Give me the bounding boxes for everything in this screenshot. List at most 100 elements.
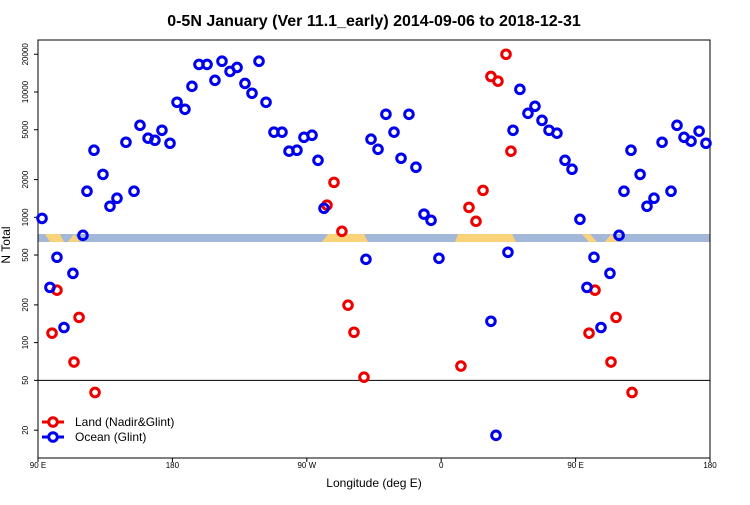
point — [492, 75, 504, 87]
point — [505, 145, 517, 157]
point — [328, 176, 340, 189]
point — [685, 135, 697, 147]
point — [559, 154, 571, 167]
point — [410, 161, 422, 174]
band-patch — [322, 234, 368, 242]
point — [239, 77, 251, 90]
point — [68, 356, 80, 368]
point — [604, 267, 616, 280]
point — [625, 144, 637, 157]
point — [104, 200, 116, 213]
point — [348, 326, 360, 339]
point — [149, 134, 161, 147]
point — [201, 58, 213, 71]
legend-marker — [47, 416, 59, 428]
point — [634, 168, 646, 181]
point — [276, 126, 288, 138]
band-patch — [45, 234, 64, 242]
band-patch — [582, 234, 597, 242]
point — [67, 267, 79, 280]
point — [595, 321, 607, 334]
point — [626, 386, 638, 399]
point — [360, 253, 372, 266]
x-tick-label: 0 — [439, 461, 444, 470]
point — [490, 429, 502, 442]
band-patch — [68, 234, 80, 242]
point — [46, 327, 58, 339]
plot-frame — [37, 39, 711, 459]
point — [231, 61, 243, 74]
point — [665, 185, 677, 198]
point — [336, 225, 348, 238]
point — [500, 48, 512, 61]
point — [574, 213, 586, 226]
point — [395, 152, 407, 165]
point — [529, 100, 541, 113]
point — [641, 200, 653, 213]
point — [88, 144, 100, 157]
point — [433, 252, 445, 265]
point — [253, 55, 265, 68]
y-tick-label: 100 — [21, 335, 30, 349]
point — [342, 299, 354, 311]
point — [291, 144, 303, 157]
x-axis-label: Longitude (deg E) — [326, 476, 421, 490]
point — [477, 184, 489, 197]
point — [583, 327, 595, 339]
y-tick-label: 50 — [21, 375, 30, 384]
point — [171, 96, 183, 109]
point — [502, 246, 514, 259]
y-tick-label: 200 — [21, 298, 30, 312]
band — [38, 234, 710, 242]
point — [648, 192, 660, 205]
point — [618, 185, 630, 198]
point — [671, 119, 683, 132]
point — [51, 251, 63, 264]
x-tick-label: 180 — [703, 461, 717, 470]
x-tick-label: 180 — [166, 461, 180, 470]
point — [58, 321, 70, 334]
point — [120, 136, 132, 149]
y-tick-label: 1000 — [21, 208, 30, 226]
band-patch — [455, 234, 516, 242]
point — [514, 83, 526, 96]
point — [418, 208, 430, 220]
point — [260, 96, 272, 109]
x-tick-label: 90 E — [30, 461, 46, 470]
point — [566, 163, 578, 176]
surface-band — [38, 234, 710, 242]
point — [551, 127, 563, 140]
point — [312, 154, 324, 167]
point — [128, 185, 140, 198]
point — [44, 281, 56, 294]
point — [73, 311, 85, 324]
point — [656, 136, 668, 149]
point — [700, 137, 712, 150]
band-patch — [605, 234, 617, 242]
point — [179, 103, 191, 116]
point — [610, 311, 622, 324]
x-tick-label: 90 E — [567, 461, 583, 470]
legend-marker — [47, 431, 59, 443]
chart-title: 0-5N January (Ver 11.1_early) 2014-09-06… — [167, 13, 581, 30]
point — [134, 119, 146, 132]
point — [388, 126, 400, 138]
point — [605, 356, 617, 368]
legend-label: Land (Nadir&Glint) — [75, 415, 174, 429]
point — [613, 229, 625, 242]
y-axis-label: N Total — [0, 226, 13, 263]
point — [693, 125, 705, 137]
point — [470, 215, 482, 228]
point — [164, 137, 176, 150]
point — [77, 229, 89, 242]
legend-label: Ocean (Glint) — [75, 430, 146, 444]
point — [246, 87, 258, 100]
point — [216, 55, 228, 68]
y-tick-label: 20 — [21, 425, 30, 434]
point — [485, 315, 497, 328]
point — [209, 74, 221, 87]
point — [81, 185, 93, 198]
y-tick-label: 20000 — [21, 43, 30, 66]
